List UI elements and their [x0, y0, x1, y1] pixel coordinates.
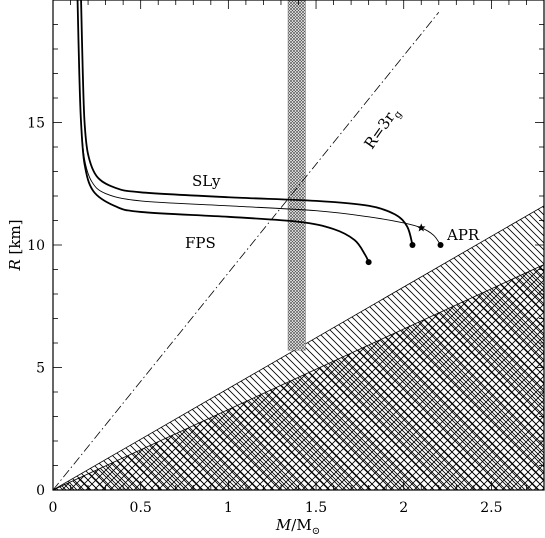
plot-frame: [52, 0, 545, 491]
observed-mass-band: [287, 0, 306, 351]
y-tick-label: 5: [36, 361, 45, 377]
star-marker-apr: [416, 223, 426, 232]
causality-excluded-region: [53, 264, 544, 490]
series-line-sly: [80, 0, 414, 246]
y-tick-label: 0: [36, 483, 45, 499]
max-mass-point-sly: [409, 242, 416, 248]
svg-text:R [km]: R [km]: [6, 219, 24, 271]
y-tick-label: 10: [27, 238, 45, 254]
series-label-fps: FPS: [185, 234, 216, 252]
svg-text:R=3rg: R=3rg: [361, 103, 405, 154]
x-tick-label: 1: [224, 500, 233, 516]
y-tick-label: 15: [27, 116, 45, 132]
x-tick-label: 2.5: [480, 500, 502, 516]
x-tick-label: 1.5: [305, 500, 327, 516]
max-mass-point-fps: [365, 259, 372, 266]
reference-line-label: R=3rg: [361, 103, 405, 154]
max-mass-point-apr: [437, 242, 444, 248]
x-tick-label: 0: [49, 500, 58, 516]
x-axis-title: M/M⊙: [275, 516, 320, 537]
series-label-apr: APR: [446, 226, 480, 244]
series-line-fps: [76, 0, 370, 263]
series-label-sly: SLy: [192, 172, 221, 190]
x-tick-label: 0.5: [130, 500, 152, 516]
y-axis-title: R [km]: [6, 219, 24, 271]
reference-line: [53, 11, 440, 490]
x-tick-label: 2: [399, 500, 408, 516]
